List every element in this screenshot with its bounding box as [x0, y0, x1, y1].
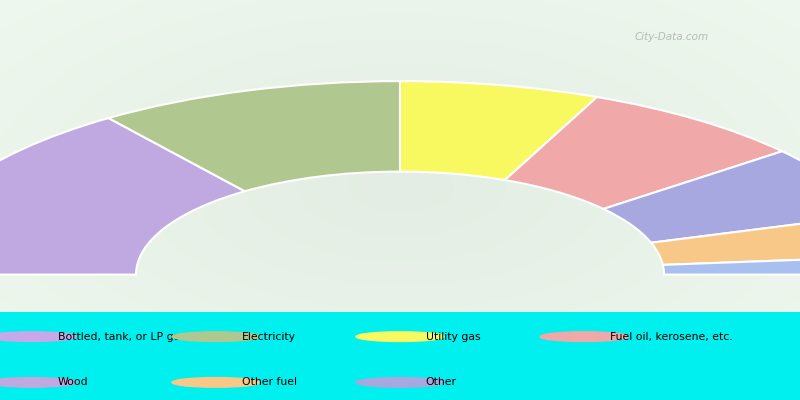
Circle shape	[0, 378, 76, 387]
Wedge shape	[603, 151, 800, 243]
Circle shape	[172, 332, 260, 342]
Text: Bottled, tank, or LP gas: Bottled, tank, or LP gas	[58, 332, 186, 342]
Text: Wood: Wood	[58, 378, 88, 387]
Wedge shape	[505, 97, 782, 209]
Circle shape	[172, 378, 260, 387]
Circle shape	[540, 332, 628, 342]
Text: Utility gas: Utility gas	[426, 332, 480, 342]
Wedge shape	[0, 118, 245, 274]
Circle shape	[0, 332, 76, 342]
Wedge shape	[109, 81, 400, 191]
Circle shape	[356, 332, 444, 342]
Text: City-Data.com: City-Data.com	[635, 32, 709, 42]
Wedge shape	[400, 81, 597, 180]
Text: Electricity: Electricity	[242, 332, 296, 342]
Text: Other fuel: Other fuel	[242, 378, 297, 387]
Text: Fuel oil, kerosene, etc.: Fuel oil, kerosene, etc.	[610, 332, 732, 342]
Wedge shape	[651, 215, 800, 265]
Wedge shape	[663, 256, 800, 274]
Circle shape	[356, 378, 444, 387]
Text: Other: Other	[426, 378, 457, 387]
